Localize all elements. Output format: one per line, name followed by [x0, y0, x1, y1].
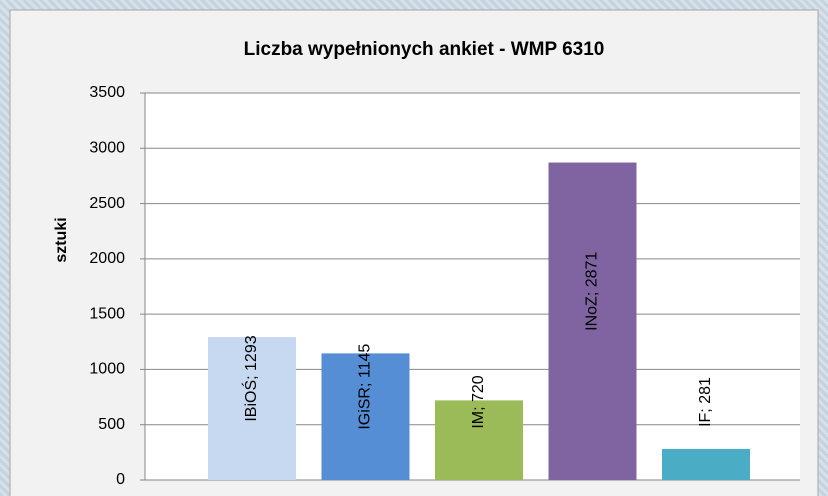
bar — [208, 337, 296, 480]
data-label: INoZ; 2871 — [584, 252, 601, 331]
y-tick-label: 1500 — [89, 305, 125, 322]
bar — [548, 162, 637, 480]
data-label: IM; 720 — [470, 375, 487, 428]
bar — [662, 448, 750, 480]
y-tick-label: 3000 — [89, 140, 125, 157]
y-tick-label: 2000 — [89, 250, 125, 267]
data-label: IGiSR; 1145 — [357, 344, 374, 430]
y-tick-label: 0 — [116, 471, 125, 488]
y-axis-title: sztuki — [53, 217, 70, 262]
data-label: IBiOŚ; 1293 — [241, 335, 260, 421]
y-tick-label: 500 — [98, 416, 125, 433]
chart-title: Liczba wypełnionych ankiet - WMP 6310 — [244, 39, 605, 60]
y-tick-label: 3500 — [89, 84, 125, 101]
bar — [435, 400, 523, 480]
y-tick-label: 2500 — [89, 195, 125, 212]
y-tick-label: 1000 — [89, 361, 125, 378]
bar — [321, 353, 410, 480]
data-label: IF; 281 — [697, 377, 714, 427]
